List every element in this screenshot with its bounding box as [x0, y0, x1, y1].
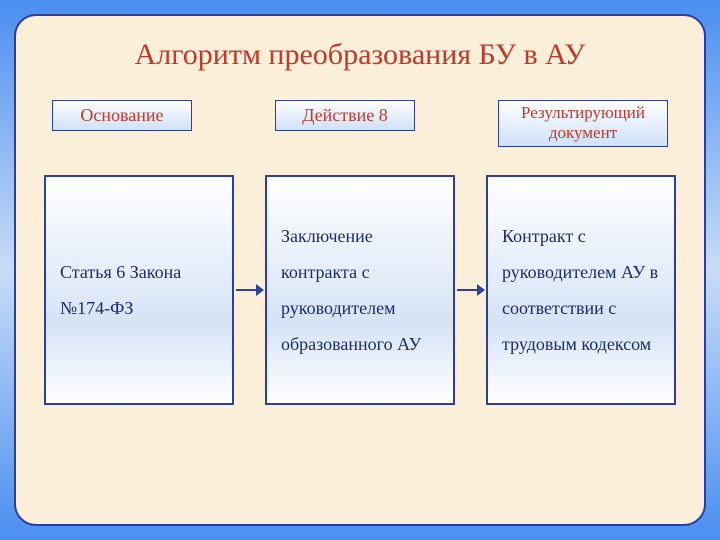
- card-result: Контракт с руководителем АУ в соответств…: [486, 175, 676, 405]
- header-row: Основание Действие 8 Результирующий доку…: [44, 100, 676, 147]
- arrow-2: [457, 282, 485, 298]
- card-action: Заключение контракта с руководителем обр…: [265, 175, 455, 405]
- header-result-line2: документ: [507, 123, 659, 143]
- header-result-line1: Результирующий: [507, 103, 659, 123]
- header-action: Действие 8: [275, 100, 415, 131]
- slide-panel: Алгоритм преобразования БУ в АУ Основани…: [14, 14, 706, 526]
- arrow-right-icon: [236, 282, 264, 298]
- header-basis: Основание: [52, 100, 192, 131]
- slide-title: Алгоритм преобразования БУ в АУ: [44, 38, 676, 72]
- arrow-right-icon: [457, 282, 485, 298]
- header-result: Результирующий документ: [498, 100, 668, 147]
- card-result-text: Контракт с руководителем АУ в соответств…: [502, 218, 660, 362]
- arrow-1: [236, 282, 264, 298]
- slide-stage: Алгоритм преобразования БУ в АУ Основани…: [0, 0, 720, 540]
- content-row: Статья 6 Закона №174-ФЗ Заключение контр…: [44, 175, 676, 405]
- card-action-text: Заключение контракта с руководителем обр…: [281, 218, 439, 362]
- card-basis-text: Статья 6 Закона №174-ФЗ: [60, 254, 218, 326]
- card-basis: Статья 6 Закона №174-ФЗ: [44, 175, 234, 405]
